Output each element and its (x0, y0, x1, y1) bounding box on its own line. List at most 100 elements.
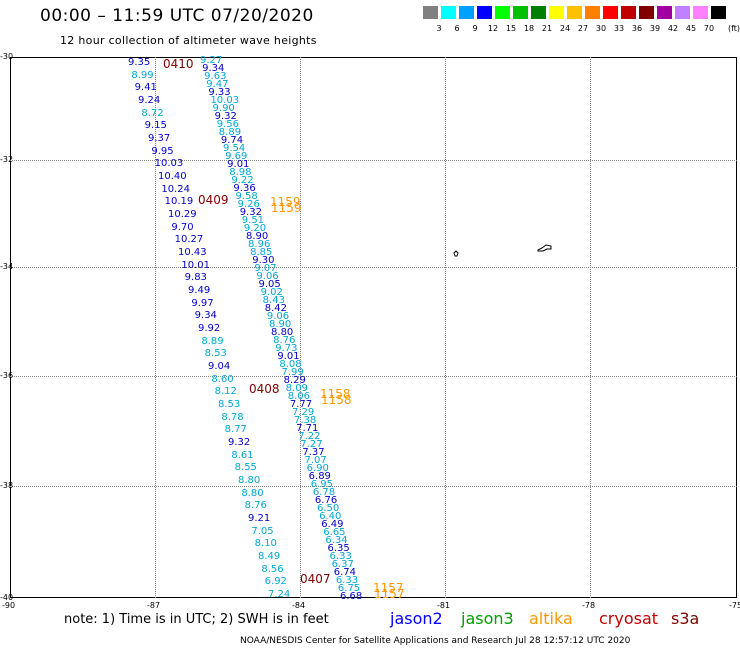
wave-height-label: 8.98 (229, 167, 252, 178)
wave-height-label: 9.47 (206, 79, 229, 90)
wave-height-label: 8.53 (204, 348, 227, 360)
wave-height-label: 6.95 (310, 479, 333, 490)
wave-height-label: 8.61 (231, 449, 254, 461)
wave-height-label: 8.72 (141, 107, 164, 119)
wave-height-label: 9.05 (258, 279, 281, 290)
scale-swatch (441, 6, 456, 19)
wave-height-label: 9.70 (171, 221, 194, 233)
scale-tick-label: 36 (631, 24, 643, 33)
scale-tick-label: 6 (454, 24, 460, 33)
scale-swatch (603, 6, 618, 19)
wave-height-label: 10.40 (158, 171, 187, 182)
pass-time-label-shadow: 1157 (374, 587, 405, 601)
wave-height-label: 9.01 (227, 159, 250, 170)
wave-height-label: 7.24 (268, 589, 291, 600)
wave-height-label: 9.32 (214, 111, 237, 122)
footnote: note: 1) Time is in UTC; 2) SWH is in fe… (64, 612, 329, 627)
wave-height-label: 8.55 (234, 462, 257, 474)
wave-height-label: 9.90 (212, 103, 235, 114)
wave-height-label: 9.36 (233, 183, 256, 194)
wave-height-label: 9.15 (144, 120, 167, 132)
lat-label: -30 (0, 52, 14, 61)
lon-label: -90 (2, 601, 16, 610)
scale-tick-label: 33 (613, 24, 625, 33)
pass-time-label-shadow: 1158 (321, 393, 352, 407)
scale-tick-label: 21 (541, 24, 553, 33)
lat-label: -32 (0, 155, 14, 164)
wave-height-label: 9.34 (202, 63, 225, 74)
wave-height-label: 9.30 (252, 255, 275, 266)
credit-footer: NOAA/NESDIS Center for Satellite Applica… (240, 636, 631, 646)
wave-height-label: 7.77 (289, 399, 313, 410)
wave-height-label: 8.78 (221, 411, 244, 423)
wave-height-label: 9.01 (277, 351, 300, 362)
scale-swatch (621, 6, 636, 19)
wave-height-label: 8.53 (218, 399, 241, 410)
wave-height-label: 6.74 (333, 567, 356, 578)
wave-height-label: 9.92 (198, 323, 221, 334)
scale-swatch (693, 6, 708, 19)
scale-swatch (657, 6, 672, 19)
wave-height-label: 6.33 (329, 551, 352, 562)
pass-time-label: 1159 (270, 195, 301, 209)
scale-tick-label: 15 (505, 24, 517, 33)
lat-label: -40 (0, 593, 14, 602)
wave-height-label: 8.96 (248, 239, 271, 250)
wave-height-label: 9.95 (151, 145, 174, 157)
scale-swatch (639, 6, 654, 19)
wave-height-label: 6.49 (321, 519, 344, 530)
wave-height-label: 6.92 (264, 576, 287, 588)
wave-height-label: 10.27 (174, 234, 204, 246)
scale-tick-label: 45 (685, 24, 697, 33)
pass-time-label: 0408 (249, 382, 280, 396)
scale-swatch (531, 6, 546, 19)
scale-swatch (711, 6, 726, 19)
scale-tick-label: 18 (523, 24, 535, 33)
wave-height-label: 7.22 (298, 431, 321, 442)
wave-height-label: 9.21 (248, 513, 271, 524)
island-large-icon (537, 244, 552, 252)
wave-height-label: 9.33 (208, 87, 231, 98)
wave-height-label: 9.20 (243, 223, 267, 234)
wave-height-label: 8.90 (245, 231, 269, 242)
scale-tick-label: 70 (703, 24, 715, 33)
wave-height-label: 9.69 (225, 151, 248, 162)
wave-height-label: 6.89 (308, 471, 331, 482)
lon-label: -87 (147, 601, 161, 610)
wave-height-label: 9.04 (208, 361, 231, 372)
wave-height-label: 7.05 (251, 525, 274, 537)
page-subtitle: 12 hour collection of altimeter wave hei… (60, 34, 317, 47)
wave-height-label: 6.33 (335, 575, 359, 586)
lon-label: -75 (729, 601, 740, 610)
wave-height-label: 8.56 (261, 563, 284, 575)
scale-tick-label: 30 (595, 24, 607, 33)
wave-height-label: 9.51 (241, 215, 265, 226)
wave-height-label: 9.34 (194, 310, 217, 322)
pass-time-label: 1158 (320, 387, 351, 401)
wave-height-label: 10.01 (181, 259, 210, 271)
lon-gridline (445, 57, 446, 598)
pass-time-label: 1157 (373, 581, 404, 595)
pass-time-label: 0410 (163, 57, 194, 71)
scale-swatch (585, 6, 600, 19)
wave-height-label: 9.58 (235, 191, 258, 202)
wave-height-label: 9.73 (275, 343, 298, 354)
wave-height-label: 7.37 (302, 447, 325, 458)
wave-height-label: 8.89 (218, 127, 242, 138)
wave-height-label: 8.42 (264, 303, 288, 314)
scale-swatch (477, 6, 492, 19)
wave-height-label: 10.19 (164, 196, 194, 208)
wave-height-label: 7.99 (281, 367, 304, 378)
color-scale-unit: (ft) (728, 24, 740, 33)
lat-gridline (10, 267, 737, 268)
wave-height-label: 9.54 (222, 143, 246, 154)
pass-time-label: 0407 (300, 572, 331, 586)
wave-height-label: 8.09 (285, 383, 308, 394)
wave-height-label: 7.29 (291, 407, 315, 418)
wave-height-label: 9.83 (184, 272, 207, 284)
lat-gridline (10, 376, 737, 377)
scale-swatch (567, 6, 582, 19)
wave-height-label: 8.99 (131, 69, 154, 81)
wave-height-label: 9.37 (148, 133, 171, 144)
